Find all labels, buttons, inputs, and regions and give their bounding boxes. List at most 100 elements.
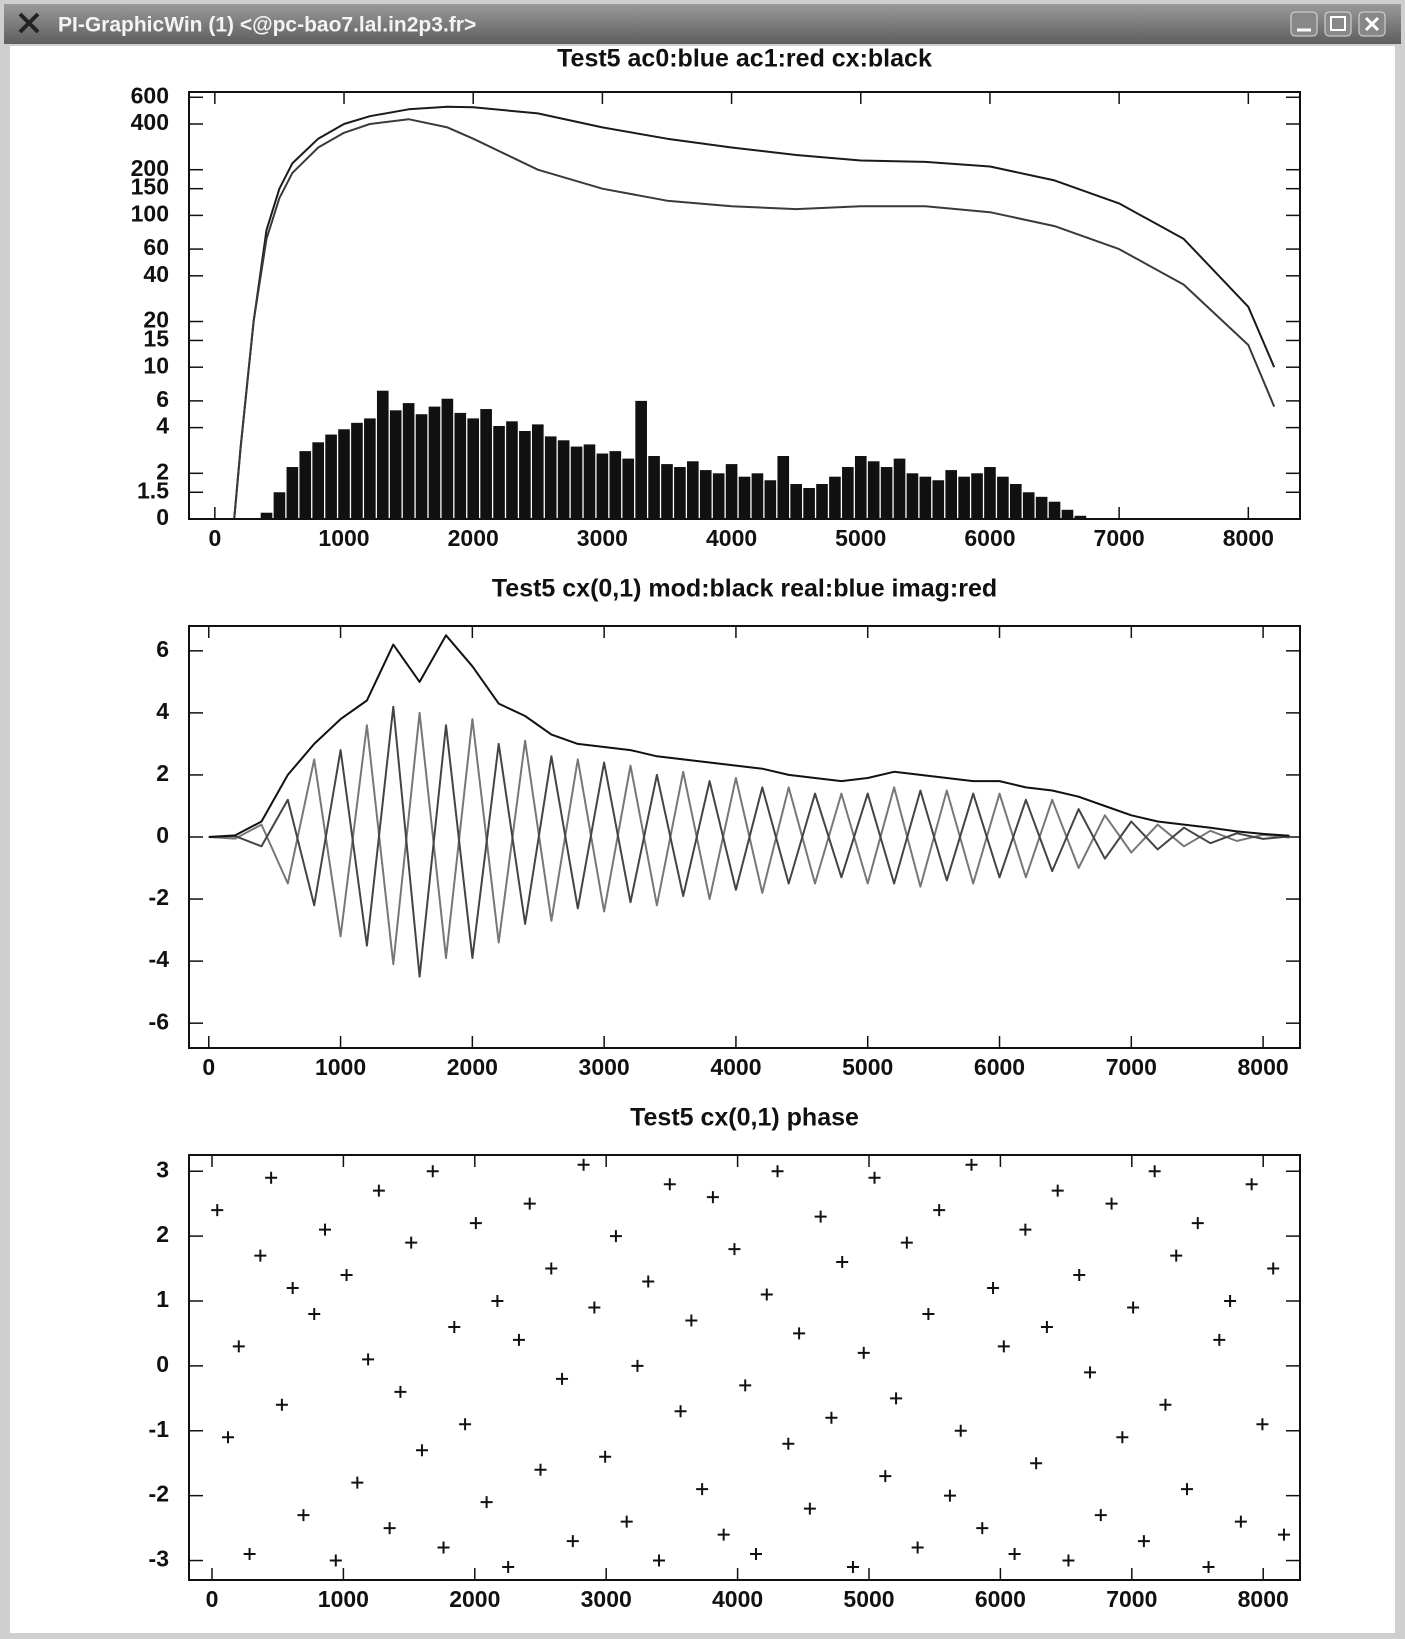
histogram-bar [531,424,544,519]
series-line [208,705,1290,978]
scatter-point [836,1256,849,1269]
scatter-point [749,1548,762,1561]
scatter-point [696,1483,709,1496]
histogram-bar [325,434,337,519]
scatter-point [620,1515,633,1528]
scatter-point [512,1333,525,1346]
scatter-point [362,1353,375,1366]
maximize-button[interactable] [1324,11,1352,37]
x-tick-label: 7000 [1106,1586,1157,1612]
y-tick-label: 0 [156,822,169,848]
scatter-point [890,1392,903,1405]
scatter-point [297,1509,310,1522]
x-tick-label: 4000 [706,525,757,551]
y-tick-label: -3 [149,1546,169,1572]
scatter-point [1191,1217,1204,1230]
scatter-point [965,1158,978,1171]
histogram-bar [428,406,441,519]
scatter-point [469,1217,482,1230]
scatter-point [782,1437,795,1450]
scatter-point [556,1372,569,1385]
x-tick-label: 5000 [843,1586,894,1612]
histogram-bar [803,488,815,519]
x-tick-label: 1000 [318,525,369,551]
scatter-point [275,1398,288,1411]
scatter-point [502,1561,515,1574]
histogram-bar [945,470,958,519]
y-tick-label: 2 [156,1221,169,1247]
histogram-bar [402,403,415,519]
histogram-bar [971,473,983,519]
histogram-bar [389,410,402,519]
plot-frame [188,1154,1301,1581]
scatter-point [1008,1548,1021,1561]
y-tick-label: 100 [131,200,169,226]
histogram-bar [712,473,725,519]
minimize-button[interactable] [1290,11,1318,37]
histogram-bar [880,467,893,519]
scatter-point [351,1476,364,1489]
scatter-point [1180,1483,1193,1496]
histogram-bar [441,398,454,519]
histogram-bar [751,473,764,519]
scatter-point [825,1411,838,1424]
x-tick-label: 4000 [712,1586,763,1612]
x-tick-label: 6000 [975,1586,1026,1612]
close-icon [1364,16,1380,32]
y-tick-label: 1 [156,1286,169,1312]
scatter-point [1084,1366,1097,1379]
scatter-point [491,1294,504,1307]
histogram-bar [415,414,428,519]
scatter-point [1213,1333,1226,1346]
scatter-point [653,1554,666,1567]
scatter-point [534,1463,547,1476]
scatter-point [480,1496,493,1509]
scatter-point [577,1158,590,1171]
histogram-bar [1074,515,1087,519]
scatter-point [976,1522,989,1535]
title-bar[interactable] [4,4,1401,44]
scatter-point [383,1522,396,1535]
histogram-bar [364,418,376,519]
y-tick-label: -6 [149,1008,169,1034]
scatter-point [545,1262,558,1275]
y-tick-label: 6 [156,636,169,662]
histogram-bar [725,464,738,519]
x-tick-label: 5000 [835,525,886,551]
histogram-bar [1048,501,1061,519]
scatter-point [1019,1223,1032,1236]
scatter-point [243,1548,256,1561]
x-tick-label: 8000 [1238,1586,1289,1612]
scatter-point [426,1165,439,1178]
x-tick-label: 0 [208,525,221,551]
scatter-point [1073,1269,1086,1282]
x-tick-label: 1000 [318,1586,369,1612]
maximize-icon [1330,16,1346,31]
scatter-point [222,1431,235,1444]
scatter-point [599,1450,612,1463]
histogram-bar [286,467,299,519]
x-tick-label: 2000 [447,1054,498,1080]
series-line [233,105,1276,519]
y-tick-label: 200 [131,155,169,181]
scatter-point [933,1204,946,1217]
scatter-point [943,1489,956,1502]
scatter-point [846,1561,859,1574]
histogram-bar [570,446,583,519]
scatter-point [1062,1554,1075,1567]
window-title: PI-GraphicWin (1) <@pc-bao7.lal.in2p3.fr… [58,14,476,37]
scatter-point [523,1197,536,1210]
scatter-point [1267,1262,1280,1275]
histogram-bar [454,412,467,519]
histogram-bar [609,451,622,519]
plot-title: Test5 cx(0,1) phase [630,1104,859,1132]
x-tick-label: 3000 [579,1054,630,1080]
histogram-bar [506,421,518,519]
y-tick-label: -2 [149,1481,169,1507]
scatter-point [793,1327,806,1340]
scatter-point [1116,1431,1129,1444]
histogram-bar [906,473,919,519]
scatter-point [372,1184,385,1197]
scatter-point [609,1230,622,1243]
